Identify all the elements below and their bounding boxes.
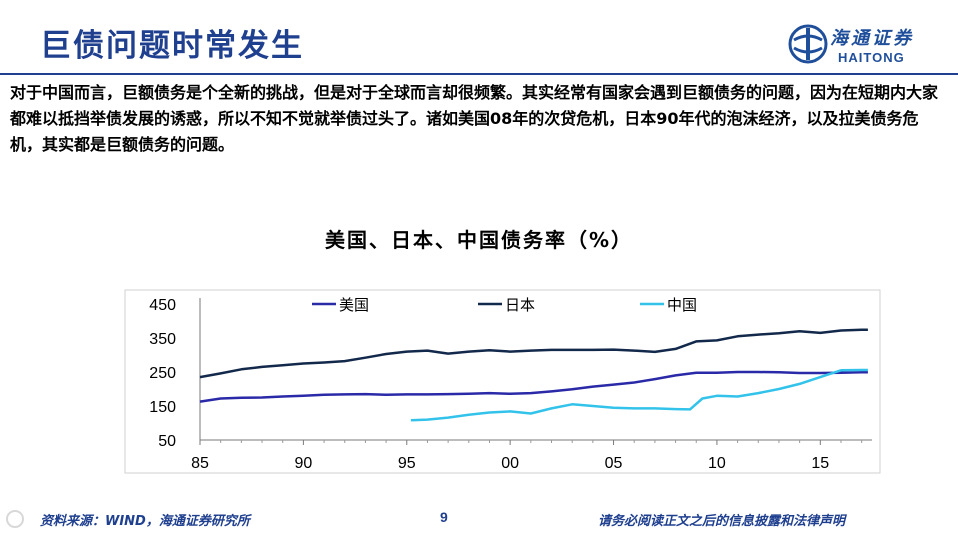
y-tick-label: 450 bbox=[149, 297, 176, 314]
x-tick-label: 10 bbox=[708, 455, 726, 472]
chart-title: 美国、日本、中国债务率（%） bbox=[324, 228, 634, 252]
legend-label: 美国 bbox=[339, 296, 369, 314]
chart-legend: 美国 日本 中国 bbox=[312, 296, 697, 314]
footer-disclaimer: 请务必阅读正文之后的信息披露和法律声明 bbox=[598, 514, 846, 529]
y-tick-label: 250 bbox=[149, 365, 176, 382]
chart-axes: 450 350 250 150 50 85 90 95 00 05 10 15 bbox=[124, 289, 881, 474]
slide-title: 巨债问题时常发生 bbox=[40, 28, 304, 64]
company-logo: 海通证券 HAITONG bbox=[788, 22, 938, 70]
series-line bbox=[199, 370, 868, 403]
x-tick-label: 85 bbox=[191, 455, 209, 472]
page-number: 9 bbox=[440, 509, 448, 525]
x-tick-label: 90 bbox=[294, 455, 312, 472]
series-line bbox=[410, 368, 868, 422]
x-tick-label: 05 bbox=[605, 455, 623, 472]
y-tick-label: 150 bbox=[149, 399, 176, 416]
haitong-emblem-icon bbox=[788, 24, 828, 64]
watermark-icon bbox=[6, 510, 24, 528]
title-divider bbox=[0, 73, 958, 75]
legend-label: 日本 bbox=[505, 296, 535, 314]
series-line bbox=[199, 328, 868, 379]
logo-english-text: HAITONG bbox=[838, 50, 905, 65]
chart-lines bbox=[199, 328, 868, 422]
x-tick-label: 00 bbox=[501, 455, 519, 472]
footer-source: 资料来源：WIND，海通证券研究所 bbox=[40, 514, 250, 529]
x-tick-label: 15 bbox=[811, 455, 829, 472]
y-tick-label: 350 bbox=[149, 331, 176, 348]
logo-chinese-text: 海通证券 bbox=[830, 28, 914, 49]
x-tick-label: 95 bbox=[398, 455, 416, 472]
intro-paragraph: 对于中国而言，巨额债务是个全新的挑战，但是对于全球而言却很频繁。其实经常有国家会… bbox=[10, 83, 939, 154]
plot-frame bbox=[124, 289, 881, 474]
legend-label: 中国 bbox=[667, 296, 697, 314]
y-tick-label: 50 bbox=[158, 433, 176, 450]
